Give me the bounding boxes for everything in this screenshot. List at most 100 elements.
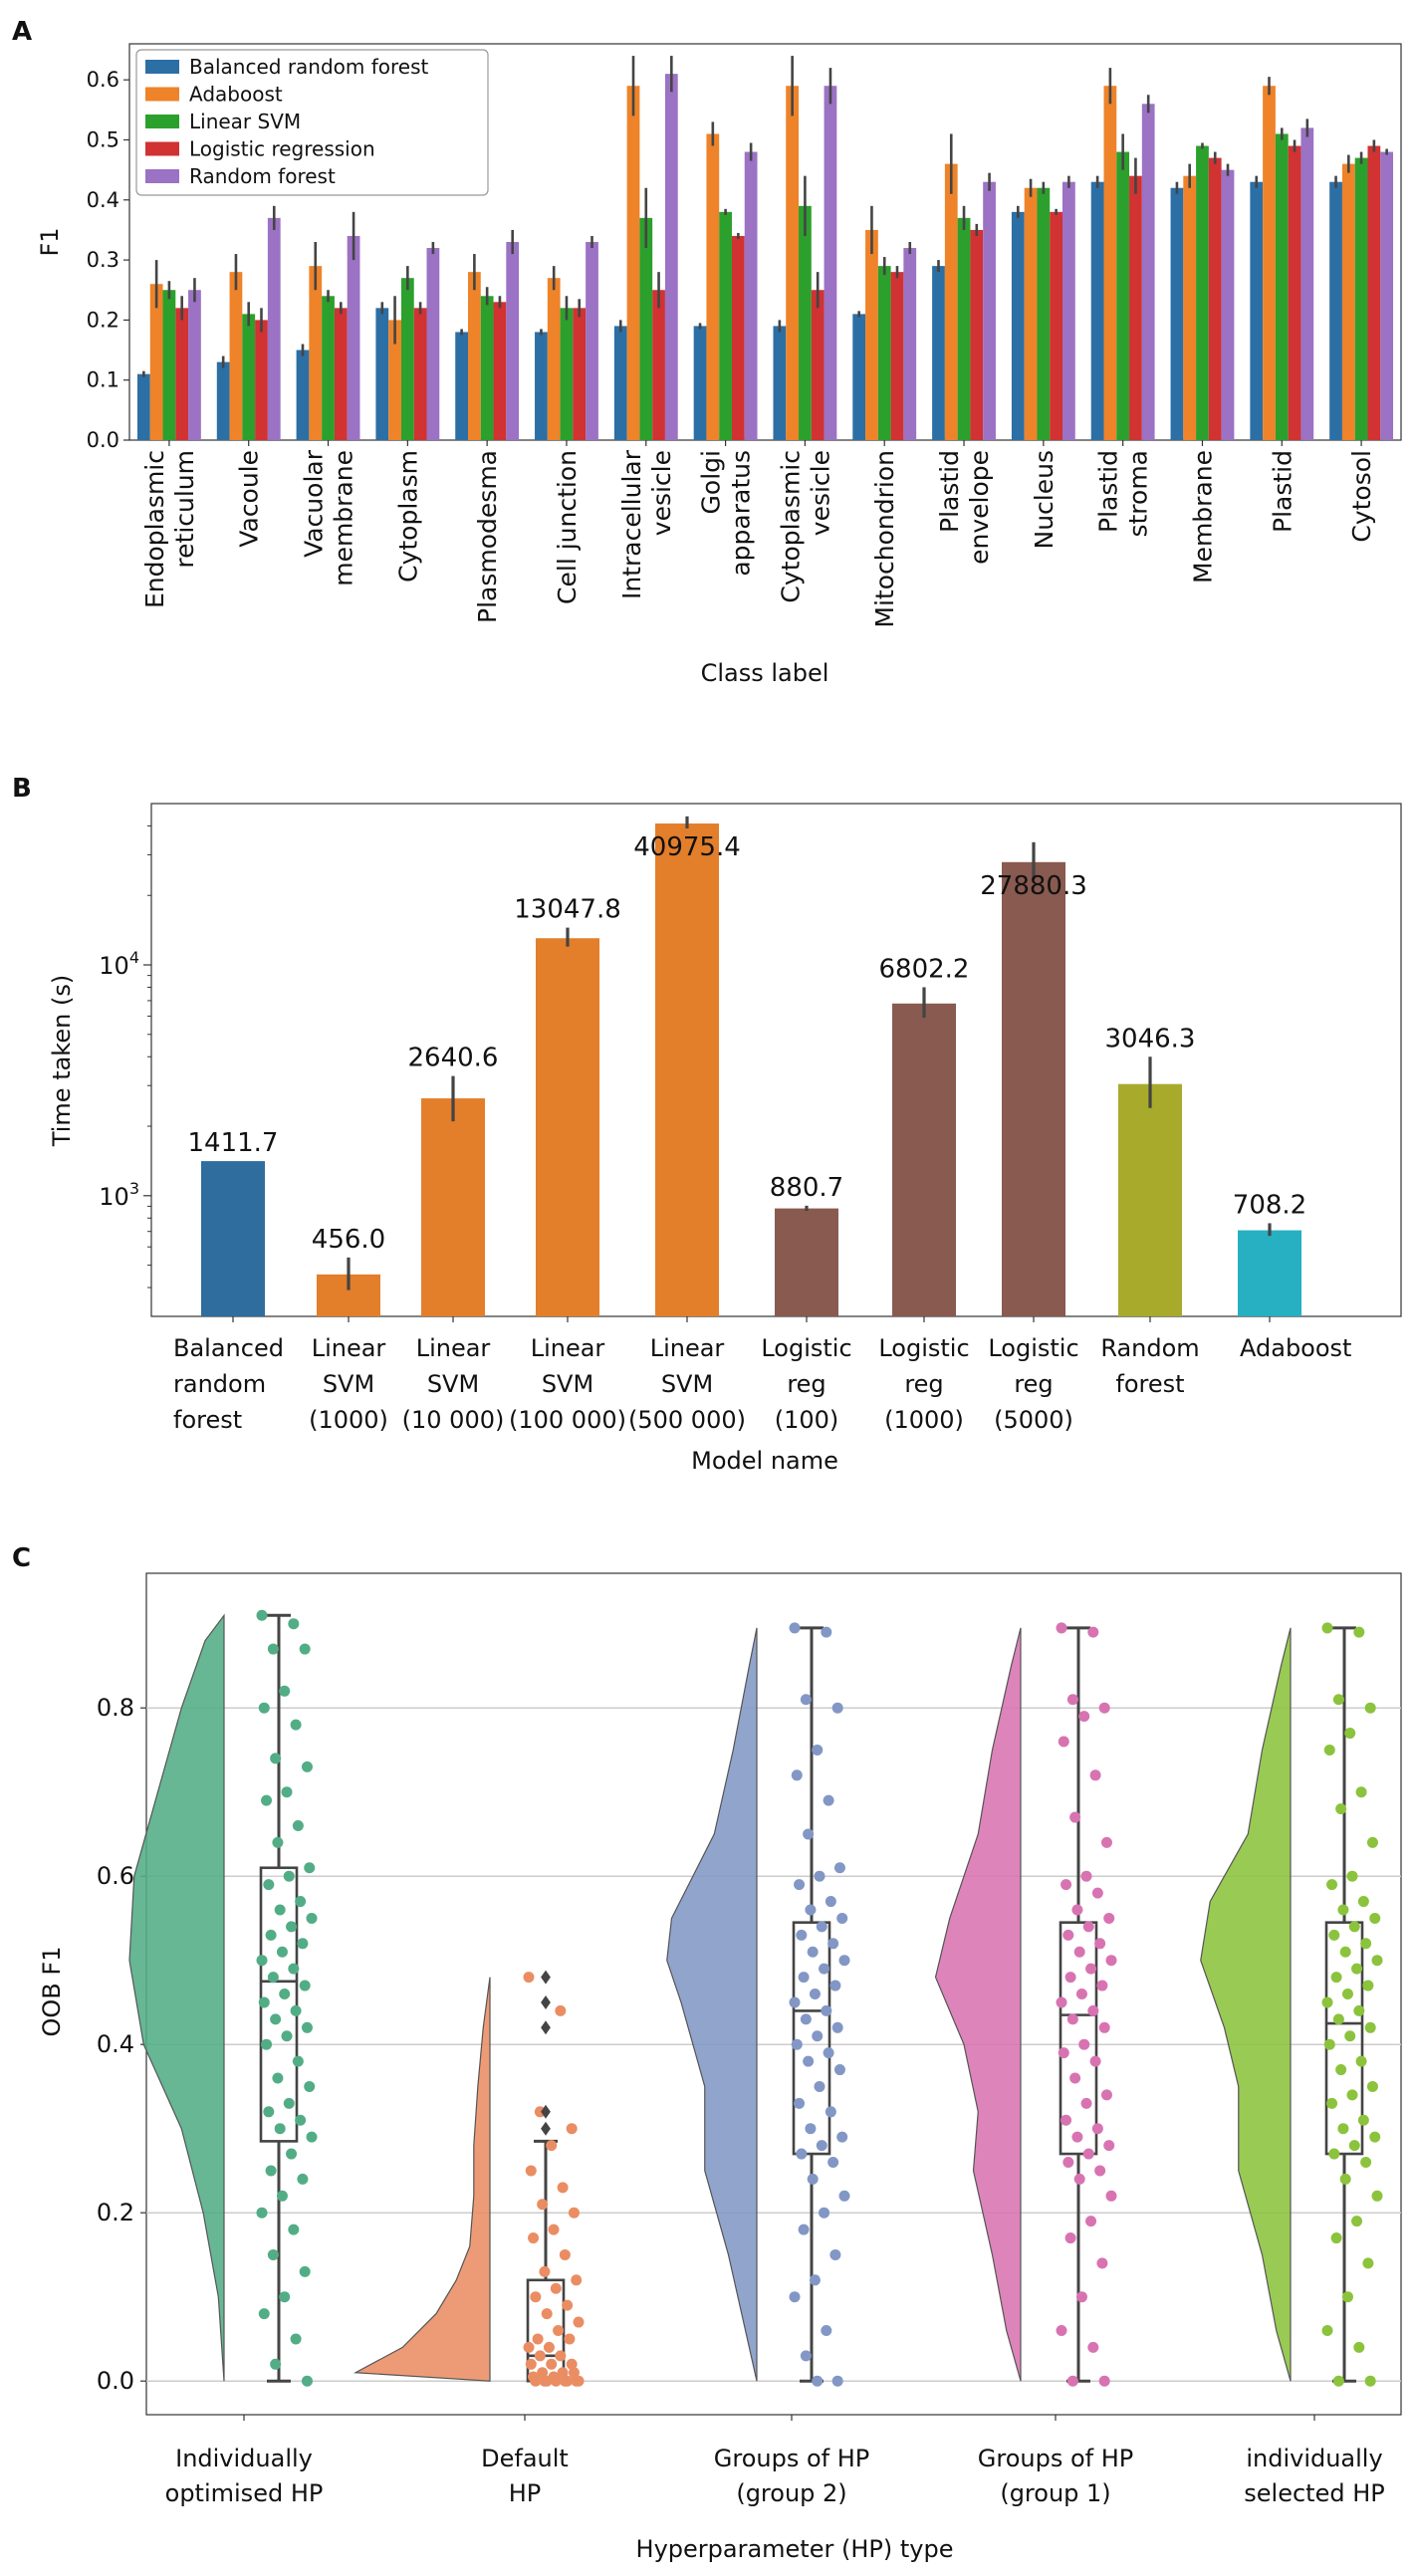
density-cloud [353, 1977, 491, 2382]
data-point [833, 1862, 845, 1874]
box-iqr [1324, 1921, 1364, 2156]
x-category-label: SVM [427, 1370, 479, 1398]
x-category-label: (group 2) [736, 2479, 846, 2507]
data-point [1085, 1963, 1097, 1975]
bar [639, 217, 653, 440]
data-point [1346, 2089, 1358, 2101]
data-point [304, 2080, 316, 2092]
data-label: 1411.7 [188, 1128, 279, 1158]
data-point [279, 1989, 291, 1999]
data-point [823, 1794, 834, 1806]
y-tick-label: 0.1 [87, 368, 119, 392]
data-point [1369, 1912, 1381, 1924]
data-point [274, 2123, 286, 2135]
data-point [299, 1643, 311, 1655]
bar [535, 332, 548, 440]
data-point [809, 2274, 821, 2286]
x-category-label: (5000) [994, 1406, 1073, 1434]
data-point [534, 2350, 546, 2362]
bar [1341, 163, 1355, 440]
data-point [566, 2358, 578, 2370]
data-point [283, 2097, 295, 2109]
box-iqr [792, 1921, 831, 2156]
data-point [550, 2282, 562, 2294]
data-label: 2640.6 [408, 1044, 499, 1073]
data-point [1337, 2123, 1349, 2135]
bar [903, 248, 917, 440]
bar [1196, 145, 1209, 441]
data-point [288, 1963, 300, 1975]
data-point [550, 2375, 562, 2387]
data-point [1348, 2140, 1360, 2152]
bar [267, 217, 281, 440]
data-point [1364, 2375, 1376, 2387]
data-point [523, 2341, 535, 2353]
x-category-label: (10 000) [402, 1406, 505, 1434]
data-point [794, 1879, 806, 1891]
legend-swatch [145, 87, 179, 102]
data-point [1364, 2021, 1376, 2033]
bar [890, 272, 904, 440]
data-point [1056, 1996, 1067, 2008]
data-point [1056, 1622, 1067, 1634]
data-point [304, 1862, 316, 1874]
bar [1050, 211, 1062, 440]
legend-swatch [145, 60, 179, 74]
x-category-label: (group 1) [1000, 2479, 1110, 2507]
bar [255, 320, 268, 440]
data-point [263, 1879, 275, 1891]
data-point [261, 2038, 273, 2050]
data-point [803, 1828, 815, 1840]
data-point [301, 2375, 313, 2387]
bar [613, 326, 627, 440]
data-label: 40975.4 [633, 832, 741, 862]
bar [322, 296, 335, 440]
y-tick-label: 0.0 [97, 2367, 134, 2395]
data-point [1080, 2097, 1092, 2109]
bar [1288, 145, 1301, 441]
data-point [825, 1896, 836, 1908]
x-category-label: Mitochondrion [870, 450, 899, 628]
bar [655, 823, 719, 1316]
data-point [807, 1946, 819, 1958]
data-point [546, 2358, 558, 2370]
data-point [819, 2207, 830, 2219]
data-point [1330, 1972, 1342, 1984]
legend-label: Adaboost [189, 83, 283, 107]
data-point [1371, 1955, 1383, 1967]
data-point [276, 2190, 288, 2202]
x-category-label: SVM [323, 1370, 374, 1398]
x-category-label: Vacoule [235, 450, 264, 548]
data-point [532, 2333, 544, 2345]
data-point [256, 1609, 268, 1621]
data-point [258, 1996, 270, 2008]
x-category-label: Cell junction [553, 450, 582, 604]
outlier-marker [541, 2104, 551, 2119]
data-point [789, 1622, 801, 1634]
legend-swatch [145, 141, 179, 156]
x-category-label: Plastid [1094, 450, 1123, 533]
data-point [1103, 2140, 1115, 2152]
data-point [1105, 2190, 1117, 2202]
bar [175, 308, 189, 440]
bar [455, 332, 469, 440]
data-point [539, 2265, 551, 2277]
data-point [299, 1980, 311, 1991]
data-point [1078, 1711, 1090, 1723]
data-point [562, 2299, 574, 2311]
data-point [279, 1685, 291, 1697]
data-point [1100, 1836, 1112, 1848]
data-point [833, 2064, 845, 2076]
panel-a-chart: 0.0 0.1 0.2 0.3 0.4 0.5 0.6 Endoplasmic reticul… [36, 43, 1402, 687]
data-label: 3046.3 [1105, 1024, 1196, 1054]
data-point [827, 2157, 839, 2168]
data-point [1321, 1996, 1333, 2008]
bar [149, 284, 163, 440]
x-category-label: (1000) [309, 1406, 388, 1434]
data-point [798, 2224, 810, 2235]
x-category-label: Membrane [1188, 450, 1217, 584]
data-point [301, 1760, 313, 1772]
data-point [306, 2131, 318, 2143]
bar [652, 290, 665, 440]
legend-swatch [145, 169, 179, 183]
